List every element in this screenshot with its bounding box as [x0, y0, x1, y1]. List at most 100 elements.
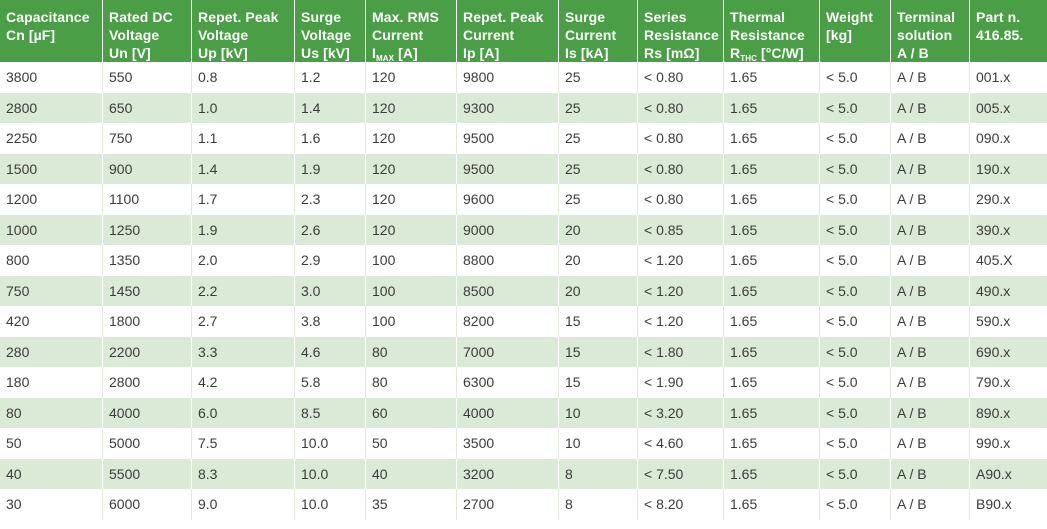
max-rms-current-header: Max. RMS Current IMAX [A]: [366, 0, 457, 63]
table-cell: 20: [559, 275, 638, 306]
table-cell: 590.x: [970, 306, 1047, 337]
table-cell: 1.1: [192, 123, 295, 154]
table-cell: < 5.0: [820, 153, 891, 184]
table-cell: 4000: [457, 397, 559, 428]
table-cell: 2.7: [192, 306, 295, 337]
weight-header: Weight [kg]: [820, 0, 891, 62]
table-cell: 1.0: [192, 92, 295, 123]
header-line: Is [kA]: [565, 45, 609, 61]
table-cell: < 5.0: [820, 245, 891, 276]
table-cell: 405.X: [970, 245, 1047, 276]
table-cell: < 5.0: [820, 367, 891, 398]
header-unit: [°C/W]: [756, 45, 804, 61]
header-line: Us [kV]: [301, 45, 350, 61]
table-cell: < 0.80: [638, 123, 724, 154]
table-cell: < 5.0: [820, 214, 891, 245]
table-cell: 3800: [0, 62, 103, 93]
table-cell: 0.8: [192, 62, 295, 93]
table-cell: 2.9: [295, 245, 366, 276]
table-cell: 4.2: [192, 367, 295, 398]
table-cell: 280: [0, 336, 103, 367]
table-cell: 800: [0, 245, 103, 276]
table-cell: 3500: [457, 428, 559, 459]
table-cell: 9300: [457, 92, 559, 123]
table-cell: 120: [366, 214, 457, 245]
header-subscript: MAX: [376, 54, 395, 63]
table-cell: 2.3: [295, 184, 366, 215]
table-cell: 8800: [457, 245, 559, 276]
terminal-solution-header: Terminal solution A / B: [891, 0, 970, 62]
header-symbol: I: [372, 45, 376, 61]
table-cell: 8200: [457, 306, 559, 337]
table-cell: < 7.50: [638, 458, 724, 489]
table-cell: 1.9: [295, 153, 366, 184]
table-row: 420 1800 2.7 3.8 100 8200 15 < 1.20 1.65 < 5.0 A /…: [0, 306, 1047, 337]
table-cell: 4000: [103, 397, 192, 428]
table-cell: 100: [366, 306, 457, 337]
table-cell: 1100: [103, 184, 192, 215]
table-cell: 5.8: [295, 367, 366, 398]
table-cell: 001.x: [970, 62, 1047, 93]
table-cell: 25: [559, 62, 638, 93]
part-number-header: Part n. 416.85.: [970, 0, 1047, 62]
capacitance-header: Capacitance Cn [µF]: [0, 0, 103, 62]
table-row: 750 1450 2.2 3.0 100 8500 20 < 1.20 1.65 < 5.0 A /…: [0, 275, 1047, 306]
table-cell: < 1.20: [638, 306, 724, 337]
header-line: Ip [A]: [463, 45, 500, 61]
table-cell: 15: [559, 336, 638, 367]
header-line: Rated DC: [109, 9, 173, 25]
table-cell: 120: [366, 153, 457, 184]
table-cell: 8.5: [295, 397, 366, 428]
header-symbol: R: [730, 45, 741, 61]
table-cell: < 1.20: [638, 245, 724, 276]
table-cell: 25: [559, 92, 638, 123]
table-cell: 9800: [457, 62, 559, 93]
table-cell: A / B: [891, 62, 970, 93]
table-cell: < 5.0: [820, 336, 891, 367]
table-cell: 1.65: [724, 92, 820, 123]
table-cell: A / B: [891, 153, 970, 184]
table-cell: 100: [366, 245, 457, 276]
table-cell: 15: [559, 306, 638, 337]
table-cell: 8.3: [192, 458, 295, 489]
header-line: Max. RMS: [372, 9, 439, 25]
table-cell: 750: [0, 275, 103, 306]
table-cell: A / B: [891, 184, 970, 215]
series-resistance-header: Series Resistance Rs [mΩ]: [638, 0, 724, 62]
header-line: Voltage: [109, 27, 160, 43]
table-cell: 1.65: [724, 367, 820, 398]
table-cell: < 1.90: [638, 367, 724, 398]
table-cell: 9500: [457, 153, 559, 184]
table-cell: < 5.0: [820, 92, 891, 123]
table-cell: 25: [559, 184, 638, 215]
table-body: 3800 550 0.8 1.2 120 9800 25 < 0.80 1.65 < 5.0 A /…: [0, 62, 1047, 520]
table-cell: 15: [559, 367, 638, 398]
table-cell: < 0.80: [638, 153, 724, 184]
table-cell: 1.65: [724, 458, 820, 489]
table-cell: < 5.0: [820, 123, 891, 154]
table-cell: < 5.0: [820, 489, 891, 520]
table-cell: 6000: [103, 489, 192, 520]
table-row: 80 4000 6.0 8.5 60 4000 10 < 3.20 1.65 < 5.0 A / B…: [0, 397, 1047, 428]
table-cell: A90.x: [970, 458, 1047, 489]
table-cell: 8: [559, 489, 638, 520]
table-row: 2250 750 1.1 1.6 120 9500 25 < 0.80 1.65 < 5.0 A /…: [0, 123, 1047, 154]
rated-dc-voltage-header: Rated DC Voltage Un [V]: [103, 0, 192, 62]
table-cell: A / B: [891, 336, 970, 367]
table-row: 50 5000 7.5 10.0 50 3500 10 < 4.60 1.65 < 5.0 A / …: [0, 428, 1047, 459]
table-cell: 40: [366, 458, 457, 489]
table-cell: 090.x: [970, 123, 1047, 154]
table-cell: < 8.20: [638, 489, 724, 520]
table-cell: 9.0: [192, 489, 295, 520]
table-cell: 1.65: [724, 428, 820, 459]
table-cell: 25: [559, 123, 638, 154]
table-cell: 10: [559, 397, 638, 428]
table-cell: 7000: [457, 336, 559, 367]
header-line: Terminal: [897, 9, 956, 25]
table-cell: 100: [366, 275, 457, 306]
table-cell: 1450: [103, 275, 192, 306]
table-cell: 900: [103, 153, 192, 184]
table-cell: 1.65: [724, 489, 820, 520]
table-cell: 1.65: [724, 306, 820, 337]
